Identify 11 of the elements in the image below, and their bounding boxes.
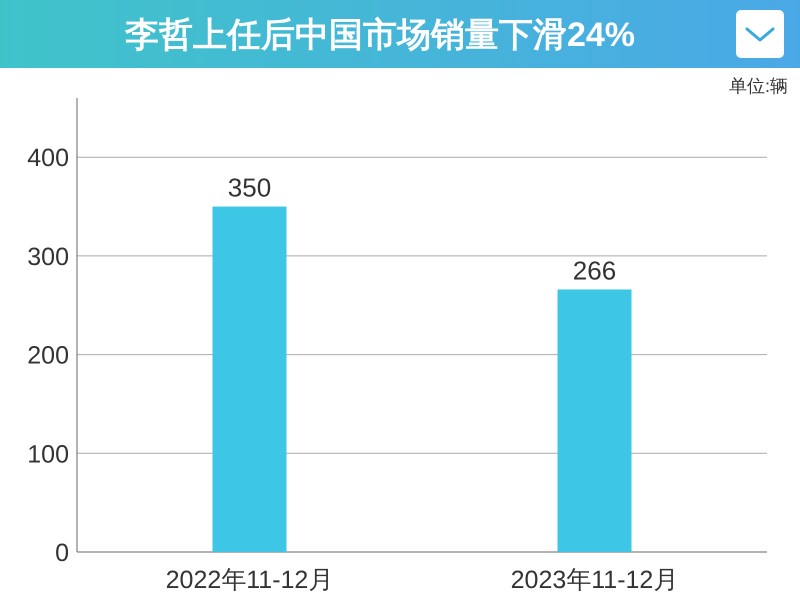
chart-title: 李哲上任后中国市场销量下滑24%: [124, 16, 636, 54]
text: 单位:辆: [728, 76, 788, 96]
x-tick-label: 2023年11-12月: [510, 566, 678, 594]
data-label: 350: [228, 172, 272, 203]
y-tick-label: 200: [27, 342, 69, 370]
y-tick-label: 0: [55, 539, 69, 567]
x-tick-label: 2022年11-12月: [166, 566, 334, 594]
y-tick-label: 300: [27, 242, 69, 271]
y-tick-label: 400: [27, 144, 69, 172]
y-tick-label: 100: [27, 440, 69, 468]
data-label: 266: [572, 255, 616, 286]
